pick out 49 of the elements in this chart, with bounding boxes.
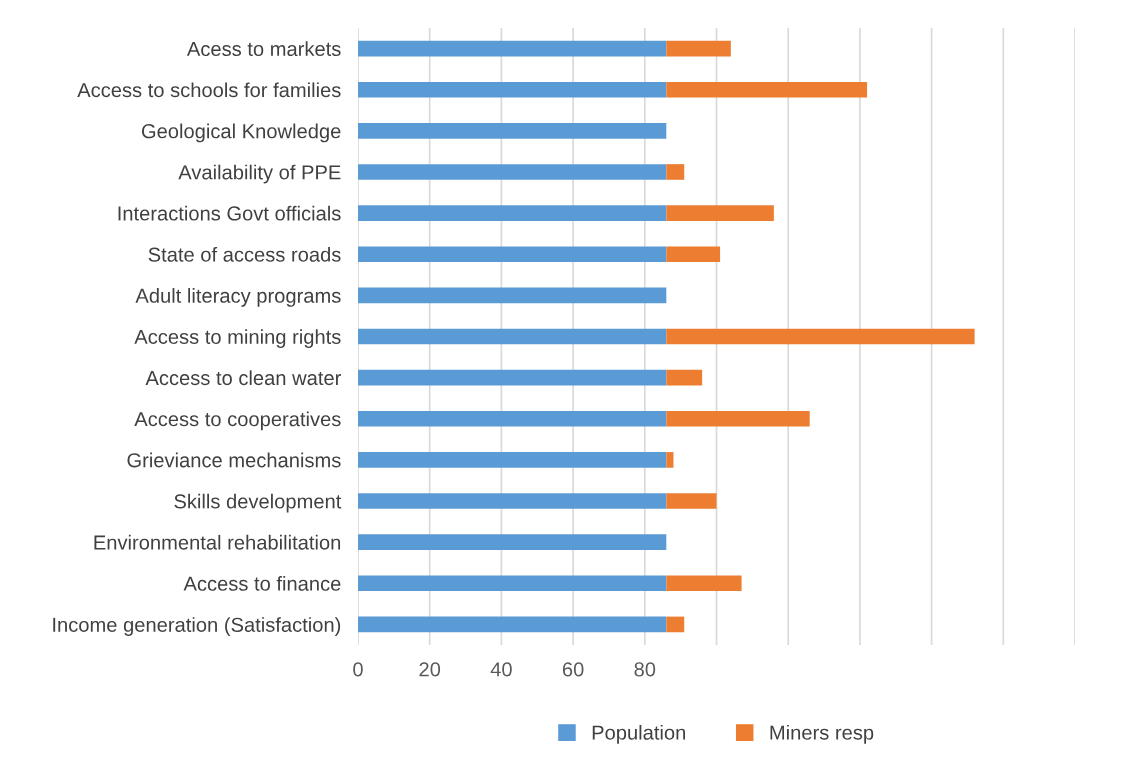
bar <box>666 246 721 263</box>
bar <box>666 410 810 427</box>
bar <box>358 287 667 304</box>
x-tick-label: 80 <box>634 662 656 677</box>
y-tick-label: Access to clean water <box>145 370 342 386</box>
bar <box>358 410 667 427</box>
legend-label: Miners resp <box>770 724 874 744</box>
bar <box>666 40 731 57</box>
y-tick-label: Adult literacy programs <box>135 288 341 307</box>
x-tick-label: 40 <box>490 662 512 677</box>
y-tick-label: Skills development <box>174 493 342 513</box>
bar <box>666 164 685 180</box>
x-tick-label: 0 <box>353 662 363 677</box>
y-tick-label: Geological Knowledge <box>141 123 341 143</box>
y-tick-label: Availability of PPE <box>178 164 341 184</box>
y-tick-label: Access to finance <box>183 576 341 591</box>
bar <box>666 575 742 592</box>
bar <box>666 452 674 468</box>
bar <box>358 123 667 139</box>
y-tick-label: Acess to markets <box>186 41 341 57</box>
bar <box>666 81 868 98</box>
bar <box>358 616 667 633</box>
bar <box>666 616 685 633</box>
bar <box>358 205 667 221</box>
bar <box>666 328 975 345</box>
bar <box>358 246 667 263</box>
y-tick-label: Access to schools for families <box>77 82 341 98</box>
bar <box>666 369 703 386</box>
bar <box>358 534 667 550</box>
bar <box>358 493 667 509</box>
y-tick-label: Access to cooperatives <box>134 411 341 431</box>
x-tick-label: 60 <box>562 662 584 677</box>
bar <box>358 164 667 180</box>
legend-label: Population <box>592 724 686 744</box>
x-tick-label: 20 <box>419 662 441 677</box>
bar <box>358 81 667 98</box>
bar <box>358 575 667 592</box>
bar <box>666 205 774 221</box>
bar <box>358 40 667 57</box>
bar <box>666 493 717 509</box>
y-tick-label: State of access roads <box>148 246 341 262</box>
bar <box>358 328 667 345</box>
bar <box>358 369 667 386</box>
y-tick-label: Environmental rehabilitation <box>94 534 341 550</box>
y-tick-label: Interactions Govt officials <box>118 205 341 221</box>
bar <box>358 452 667 468</box>
y-tick-label: Grieviance mechanisms <box>127 452 341 468</box>
y-tick-label: Access to mining rights <box>134 329 341 348</box>
y-tick-label: Income generation (Satisfaction) <box>53 617 341 636</box>
